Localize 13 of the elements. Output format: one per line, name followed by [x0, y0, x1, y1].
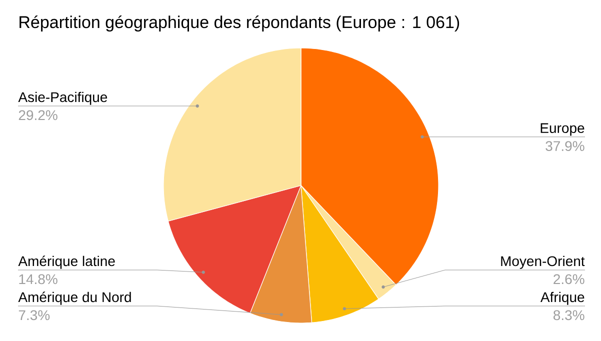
- slice-label: Amérique latine: [18, 256, 115, 269]
- data-label: 29.2%: [18, 110, 58, 120]
- data-label: 7.3%: [18, 310, 50, 320]
- data-label: 14.8%: [19, 274, 58, 284]
- slice-label: Moyen-Orient: [501, 256, 585, 269]
- data-label: 8.3%: [554, 310, 584, 320]
- slice-label: Amérique du Nord: [18, 292, 131, 305]
- data-label: 37.9%: [546, 141, 584, 152]
- data-label: 2.6%: [554, 274, 584, 284]
- slice-label: Europe: [540, 123, 584, 136]
- chart-title: Répartition géographique des répondants (Europe : 1 061): [20, 15, 460, 32]
- slice-label: Asie-Pacifique: [18, 92, 108, 105]
- slice-label: Afrique: [540, 292, 584, 305]
